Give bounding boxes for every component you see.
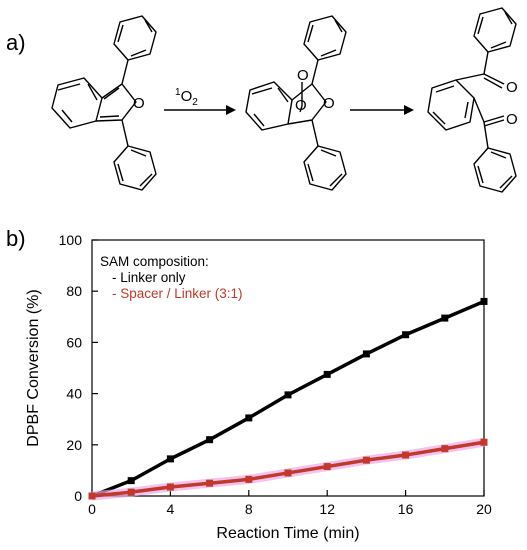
data-point xyxy=(362,456,370,464)
singlet-oxygen-arrow xyxy=(164,105,236,115)
data-point xyxy=(441,445,449,453)
data-point xyxy=(402,451,410,459)
legend-entry-linker: - Linker only xyxy=(112,270,186,285)
conversion-chart: 0 4 8 12 16 20 0 20 40 60 80 100 DPBF Conversion (%… xyxy=(25,232,492,542)
x-tick-label: 16 xyxy=(398,501,414,517)
y-tick-label: 0 xyxy=(74,488,82,504)
x-tick-label: 12 xyxy=(319,501,335,517)
data-point xyxy=(480,297,488,305)
dpbf-oxygen-label: O xyxy=(133,95,145,112)
data-point xyxy=(441,314,449,322)
plot-frame xyxy=(91,239,485,497)
data-point xyxy=(245,475,253,483)
data-point xyxy=(402,331,410,339)
data-point xyxy=(362,350,370,358)
carbonyl-oxygen-top: O xyxy=(506,79,518,96)
y-axis-title: DPBF Conversion (%) xyxy=(25,289,42,446)
data-point xyxy=(323,463,331,471)
x-tick-label: 4 xyxy=(167,501,175,517)
legend-entry-spacer-linker: - Spacer / Linker (3:1) xyxy=(112,286,243,301)
dibenzoylbenzene-molecule xyxy=(427,7,517,193)
data-point xyxy=(245,414,253,422)
series-layer xyxy=(88,297,488,501)
y-tick-label: 20 xyxy=(66,437,82,453)
panel-a-label: a) xyxy=(6,30,26,55)
panel-b-label: b) xyxy=(6,226,26,251)
axis-ticks: 0 4 8 12 16 20 0 20 40 60 80 100 xyxy=(59,232,492,517)
endoperoxide-molecule xyxy=(245,15,347,191)
x-axis-title: Reaction Time (min) xyxy=(216,525,359,542)
data-point xyxy=(127,477,135,485)
singlet-oxygen-label: 1O2 xyxy=(175,87,198,108)
x-tick-label: 20 xyxy=(476,501,492,517)
data-point xyxy=(127,488,135,496)
data-point xyxy=(480,438,488,446)
y-tick-label: 80 xyxy=(66,283,82,299)
dpbf-molecule xyxy=(51,15,157,191)
y-tick-label: 60 xyxy=(66,334,82,350)
x-tick-label: 8 xyxy=(245,501,253,517)
peroxide-oxygen-top: O xyxy=(297,67,309,84)
y-tick-label: 100 xyxy=(59,232,83,248)
endoperoxide-ring-oxygen: O xyxy=(323,95,335,112)
legend: SAM composition: - Linker only - Spacer … xyxy=(100,254,243,301)
legend-title: SAM composition: xyxy=(100,254,209,269)
data-point xyxy=(323,370,331,378)
data-point xyxy=(166,483,174,491)
data-point xyxy=(284,391,292,399)
y-tick-label: 40 xyxy=(66,386,82,402)
data-point xyxy=(88,492,96,500)
peroxide-oxygen-bottom: O xyxy=(295,97,307,114)
data-point xyxy=(206,479,214,487)
x-tick-label: 0 xyxy=(88,501,96,517)
series-line xyxy=(91,299,485,498)
data-point xyxy=(166,455,174,463)
data-point xyxy=(206,436,214,444)
carbonyl-oxygen-bottom: O xyxy=(506,111,518,128)
data-point xyxy=(284,469,292,477)
reaction-arrow-2 xyxy=(350,105,414,115)
